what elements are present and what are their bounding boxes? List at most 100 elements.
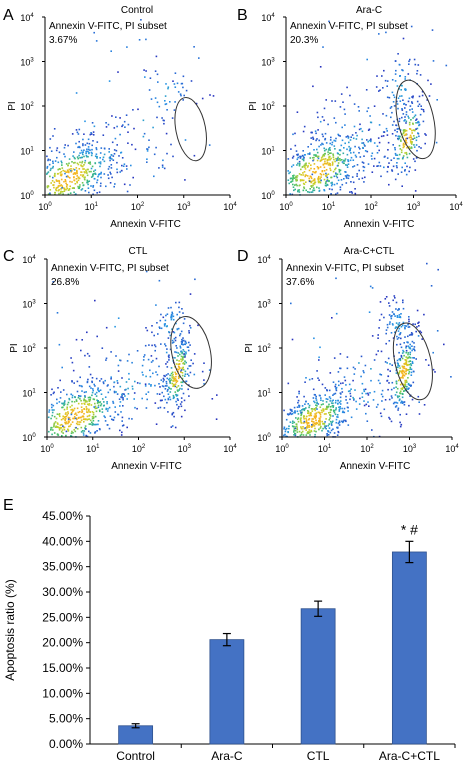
scatter-point: [86, 148, 88, 151]
scatter-point: [80, 149, 83, 152]
scatter-point: [302, 130, 305, 133]
scatter-point: [329, 431, 332, 434]
scatter-point: [401, 116, 403, 119]
scatter-point: [91, 394, 93, 397]
scatter-point: [84, 120, 86, 123]
scatter-point: [354, 192, 357, 195]
scatter-point: [331, 421, 333, 424]
scatter-point: [329, 406, 332, 408]
scatter-point: [184, 343, 187, 346]
scatter-point: [78, 145, 80, 148]
scatter-point: [58, 429, 61, 431]
scatter-point: [47, 416, 50, 419]
scatter-point: [145, 375, 147, 378]
scatter-point: [412, 348, 415, 350]
scatter-point: [291, 180, 294, 182]
scatter-point: [111, 158, 113, 160]
significance-annotation: * #: [401, 521, 418, 537]
scatter-point: [172, 155, 174, 158]
scatter-point: [129, 184, 131, 186]
scatter-point: [426, 262, 428, 265]
scatter-point: [182, 392, 185, 395]
scatter-point: [344, 175, 347, 177]
scatter-point: [373, 390, 376, 393]
y-axis-title: PI: [244, 343, 255, 352]
scatter-point: [63, 408, 66, 411]
scatter-point: [173, 377, 175, 380]
scatter-point: [83, 391, 86, 394]
scatter-point: [371, 287, 374, 289]
scatter-point: [307, 153, 309, 155]
scatter-point: [324, 160, 326, 163]
scatter-point: [380, 374, 383, 376]
scatter-point: [343, 147, 345, 149]
scatter-point: [91, 421, 93, 424]
scatter-point: [174, 377, 177, 380]
scatter-point: [92, 417, 95, 419]
scatter-point: [108, 427, 111, 430]
scatter-point: [396, 166, 398, 169]
scatter-point: [395, 124, 397, 126]
scatter-point: [47, 193, 50, 195]
scatter-point: [173, 384, 176, 386]
scatter-point: [182, 362, 184, 365]
scatter-point: [411, 102, 414, 104]
scatter-point: [95, 147, 98, 149]
scatter-point: [388, 183, 390, 186]
scatter-point: [83, 408, 85, 410]
scatter-point: [403, 403, 406, 406]
scatter-point: [97, 389, 99, 391]
scatter-point: [403, 103, 405, 105]
scatter-point: [62, 417, 64, 420]
scatter-point: [314, 415, 317, 417]
scatter-point: [113, 153, 116, 155]
scatter-point: [182, 339, 185, 342]
scatter-point: [156, 116, 158, 119]
scatter-point: [394, 80, 397, 82]
scatter-point: [86, 415, 89, 418]
scatter-point: [51, 167, 54, 169]
scatter-point: [181, 384, 183, 387]
scatter-point: [341, 411, 344, 414]
scatter-point: [300, 417, 302, 419]
scatter-point: [156, 373, 159, 376]
scatter-point: [51, 433, 53, 436]
scatter-point: [183, 363, 186, 365]
scatter-point: [75, 142, 77, 145]
scatter-point: [107, 123, 110, 126]
subset-label: Annexin V-FITC, PI subset: [290, 21, 408, 32]
scatter-point: [195, 102, 198, 105]
scatter-point: [325, 174, 327, 177]
scatter-point: [99, 161, 102, 163]
scatter-point: [385, 114, 388, 117]
scatter-point: [150, 361, 153, 363]
scatter-point: [402, 387, 404, 389]
scatter-point: [339, 135, 341, 137]
scatter-point: [408, 363, 411, 366]
scatter-point: [310, 167, 312, 170]
scatter-point: [326, 408, 328, 410]
scatter-point: [296, 176, 298, 179]
scatter-point: [360, 375, 362, 378]
scatter-point: [166, 401, 168, 404]
scatter-point: [298, 160, 301, 163]
scatter-point: [94, 172, 96, 175]
scatter-point: [297, 162, 299, 165]
scatter-point: [300, 411, 302, 414]
scatter-point: [347, 406, 349, 409]
scatter-point: [370, 368, 372, 370]
scatter-point: [405, 388, 408, 390]
scatter-point: [175, 375, 177, 378]
scatter-point: [319, 159, 322, 162]
scatter-point: [326, 158, 329, 161]
scatter-point: [306, 426, 309, 428]
scatter-point: [396, 326, 398, 328]
scatter-point: [335, 173, 337, 175]
scatter-point: [418, 401, 420, 403]
subset-label: Annexin V-FITC, PI subset: [49, 21, 167, 32]
scatter-point: [90, 176, 93, 178]
x-tick-label: 103: [178, 444, 192, 454]
scatter-point: [90, 154, 93, 157]
scatter-point: [353, 398, 355, 400]
scatter-point: [80, 385, 83, 387]
